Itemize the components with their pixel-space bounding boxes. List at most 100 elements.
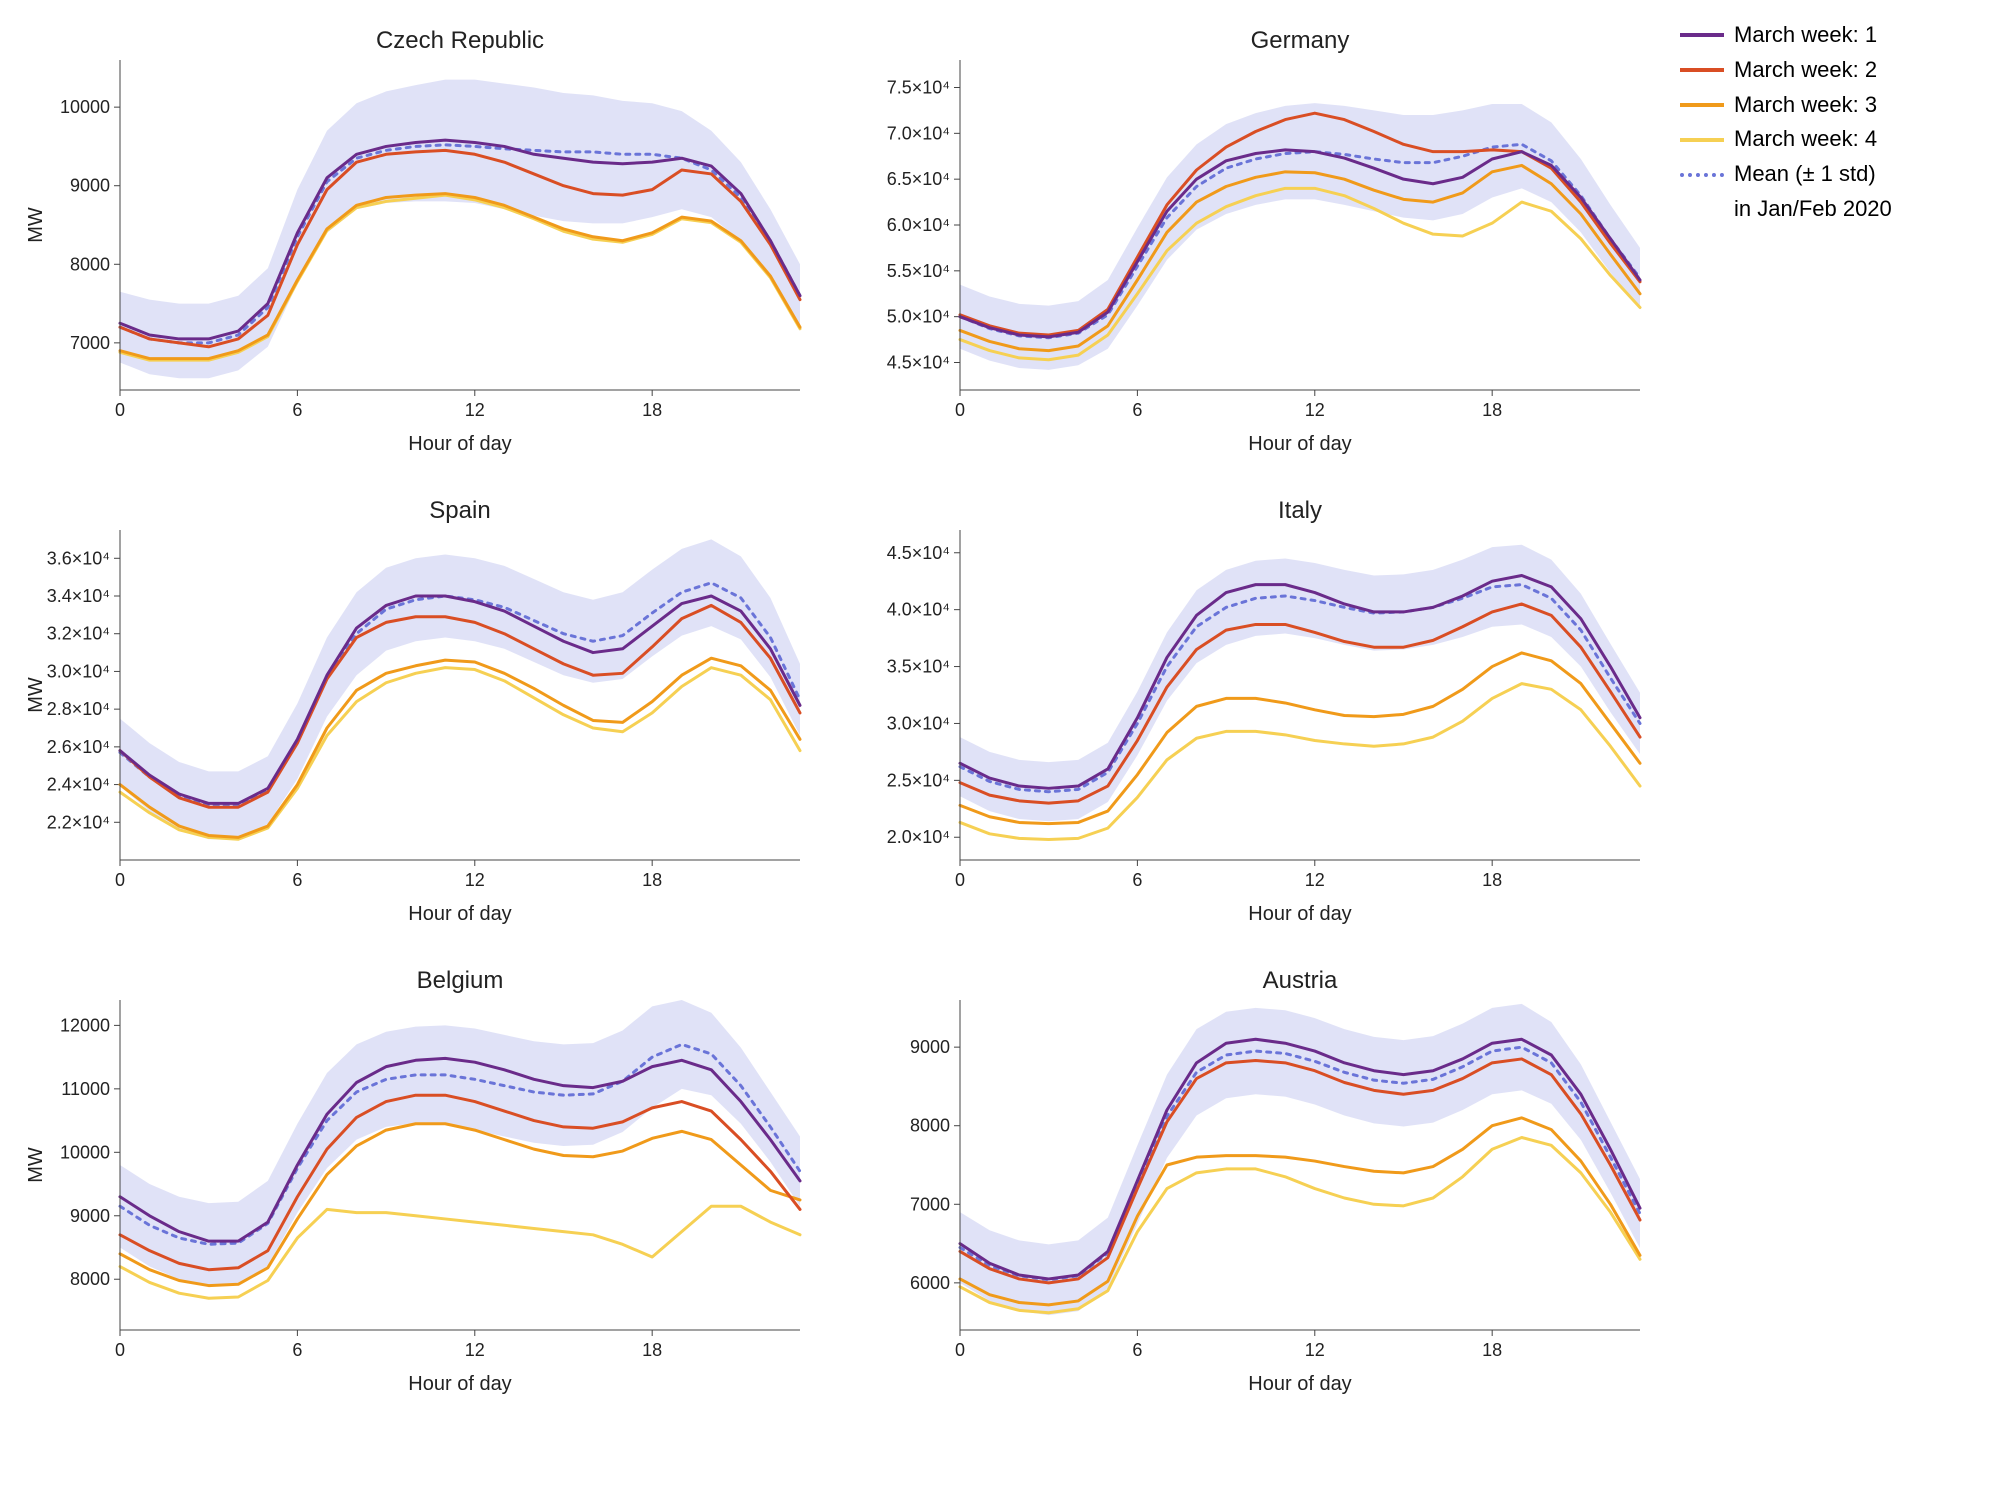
y-axis-label: MW <box>25 207 47 243</box>
x-tick-label: 6 <box>292 400 302 420</box>
y-axis-label: MW <box>25 1147 47 1183</box>
panel-title: Germany <box>1251 27 1350 54</box>
y-tick-label: 2.0×10⁴ <box>887 827 950 847</box>
legend-swatch-week2 <box>1680 68 1724 72</box>
legend-label-mean: Mean (± 1 std) <box>1734 159 1876 190</box>
panel-spain: Spain MW Hour of day 2.2×10⁴ 2.4×10⁴ 2.6×10⁴ 2… <box>20 490 820 930</box>
y-tick-label: 7000 <box>910 1194 950 1214</box>
panel-austria: Austria Hour of day 6000 7000 8000 9000 0 6 12 18 <box>860 960 1660 1400</box>
legend-subtitle: in Jan/Feb 2020 <box>1734 194 1892 225</box>
y-tick-label: 3.0×10⁴ <box>887 713 950 733</box>
y-tick-label: 3.6×10⁴ <box>47 548 110 568</box>
x-tick-label: 0 <box>115 400 125 420</box>
y-tick-label: 7.0×10⁴ <box>887 123 950 143</box>
y-tick-label: 8000 <box>70 1269 110 1289</box>
x-tick-label: 18 <box>642 870 662 890</box>
legend-swatch-week1 <box>1680 33 1724 37</box>
y-axis-label: MW <box>25 677 47 713</box>
x-axis-label: Hour of day <box>408 1373 511 1395</box>
x-tick-label: 18 <box>1482 870 1502 890</box>
legend-item-week4: March week: 4 <box>1680 124 1892 155</box>
x-tick-label: 12 <box>1305 1340 1325 1360</box>
y-tick-label: 8000 <box>910 1116 950 1136</box>
panel-germany: Germany Hour of day 4.5×10⁴ 5.0×10⁴ 5.5×10⁴ 6… <box>860 20 1660 460</box>
y-tick-label: 5.0×10⁴ <box>887 307 950 327</box>
y-tick-label: 3.5×10⁴ <box>887 657 950 677</box>
panel-title: Italy <box>1278 497 1322 524</box>
panel-belgium: Belgium MW Hour of day 8000 9000 10000 11000 12… <box>20 960 820 1400</box>
panel-title: Czech Republic <box>376 27 544 54</box>
x-tick-label: 18 <box>642 400 662 420</box>
y-tick-label: 2.2×10⁴ <box>47 812 110 832</box>
figure-root: Czech Republic MW Hour of day 7000 8000 9000 1… <box>20 20 1980 1400</box>
x-tick-label: 0 <box>955 1340 965 1360</box>
legend-item-week2: March week: 2 <box>1680 55 1892 86</box>
y-tick-label: 3.4×10⁴ <box>47 586 110 606</box>
legend-item-week3: March week: 3 <box>1680 90 1892 121</box>
y-tick-label: 8000 <box>70 254 110 274</box>
panel-title: Belgium <box>417 967 504 994</box>
y-tick-label: 6.5×10⁴ <box>887 169 950 189</box>
y-tick-label: 11000 <box>61 1079 110 1099</box>
x-tick-label: 6 <box>1132 1340 1142 1360</box>
panel-italy: Italy Hour of day 2.0×10⁴ 2.5×10⁴ 3.0×10⁴ 3.5… <box>860 490 1660 930</box>
panel-czech-republic: Czech Republic MW Hour of day 7000 8000 9000 1… <box>20 20 820 460</box>
y-tick-label: 6.0×10⁴ <box>887 215 950 235</box>
panel-grid: Czech Republic MW Hour of day 7000 8000 9000 1… <box>20 20 1660 1400</box>
y-tick-label: 7.5×10⁴ <box>887 78 950 98</box>
y-tick-label: 6000 <box>910 1273 950 1293</box>
legend-item-week1: March week: 1 <box>1680 20 1892 51</box>
x-axis-label: Hour of day <box>1248 433 1351 455</box>
x-axis-label: Hour of day <box>408 903 511 925</box>
legend-swatch-mean <box>1680 173 1724 177</box>
y-tick-label: 12000 <box>60 1015 110 1035</box>
x-tick-label: 12 <box>465 400 485 420</box>
x-tick-label: 12 <box>1305 400 1325 420</box>
y-tick-label: 2.6×10⁴ <box>47 737 110 757</box>
y-tick-label: 4.5×10⁴ <box>887 353 950 373</box>
x-tick-label: 0 <box>955 870 965 890</box>
x-tick-label: 0 <box>115 870 125 890</box>
x-tick-label: 0 <box>115 1340 125 1360</box>
y-tick-label: 2.5×10⁴ <box>887 770 950 790</box>
x-tick-label: 18 <box>1482 1340 1502 1360</box>
legend-swatch-week4 <box>1680 138 1724 142</box>
x-tick-label: 18 <box>1482 400 1502 420</box>
x-tick-label: 0 <box>955 400 965 420</box>
y-tick-label: 10000 <box>60 1142 110 1162</box>
std-band <box>960 545 1640 822</box>
x-tick-label: 12 <box>465 1340 485 1360</box>
legend-label-week2: March week: 2 <box>1734 55 1877 86</box>
panel-title: Spain <box>429 497 490 524</box>
legend-label-week4: March week: 4 <box>1734 124 1877 155</box>
legend-label-week1: March week: 1 <box>1734 20 1877 51</box>
x-tick-label: 6 <box>1132 400 1142 420</box>
legend-swatch-week3 <box>1680 103 1724 107</box>
x-tick-label: 6 <box>1132 870 1142 890</box>
y-tick-label: 9000 <box>70 176 110 196</box>
legend-label-week3: March week: 3 <box>1734 90 1877 121</box>
y-tick-label: 2.4×10⁴ <box>47 775 110 795</box>
y-tick-label: 4.0×10⁴ <box>887 600 950 620</box>
y-tick-label: 9000 <box>910 1037 950 1057</box>
legend: March week: 1 March week: 2 March week: … <box>1680 20 1892 225</box>
legend-item-mean: Mean (± 1 std) <box>1680 159 1892 190</box>
y-tick-label: 3.2×10⁴ <box>47 624 110 644</box>
y-tick-label: 2.8×10⁴ <box>47 699 110 719</box>
std-band <box>960 103 1640 370</box>
x-tick-label: 6 <box>292 870 302 890</box>
x-axis-label: Hour of day <box>1248 903 1351 925</box>
y-tick-label: 10000 <box>60 97 110 117</box>
y-tick-label: 4.5×10⁴ <box>887 543 950 563</box>
x-tick-label: 18 <box>642 1340 662 1360</box>
y-tick-label: 5.5×10⁴ <box>887 261 950 281</box>
x-axis-label: Hour of day <box>1248 1373 1351 1395</box>
std-band <box>120 80 800 379</box>
x-tick-label: 12 <box>465 870 485 890</box>
panel-title: Austria <box>1263 967 1338 994</box>
x-axis-label: Hour of day <box>408 433 511 455</box>
y-tick-label: 7000 <box>70 333 110 353</box>
y-tick-label: 9000 <box>70 1206 110 1226</box>
std-band <box>120 539 800 839</box>
x-tick-label: 12 <box>1305 870 1325 890</box>
